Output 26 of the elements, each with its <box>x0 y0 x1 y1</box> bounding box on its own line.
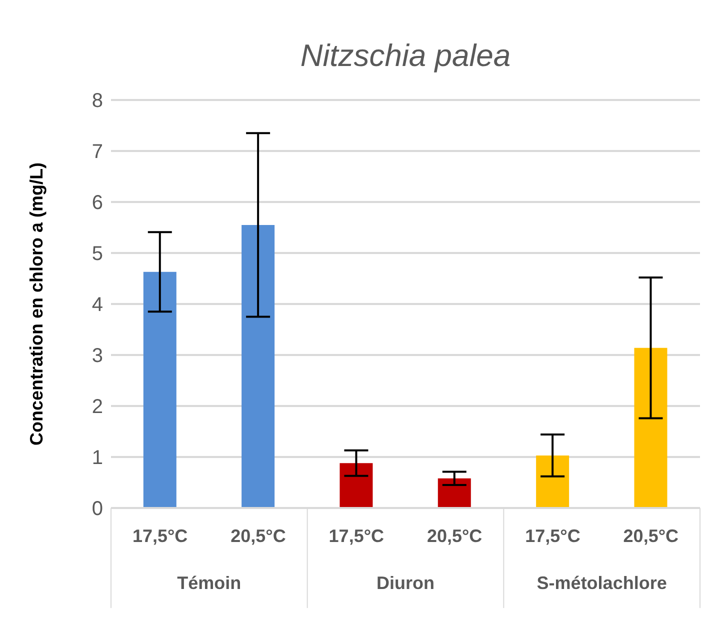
y-tick-label: 0 <box>92 498 103 520</box>
y-tick-label: 6 <box>92 192 103 214</box>
x-tick-label: 17,5°C <box>525 526 580 546</box>
x-tick-label: 20,5°C <box>230 526 286 546</box>
bar <box>634 348 668 508</box>
bar <box>242 224 275 508</box>
bar <box>536 455 570 508</box>
x-tick-label: 20,5°C <box>623 526 679 546</box>
y-tick-label: 5 <box>92 243 103 266</box>
text: Témoin <box>177 573 242 593</box>
y-tick-label: 1 <box>92 447 103 470</box>
y-axis-title: Concentration en chloro a (mg/L) <box>26 162 46 446</box>
y-tick-label: 4 <box>92 294 103 316</box>
bar <box>340 463 373 508</box>
y-tick-label: 3 <box>92 345 103 368</box>
x-tick-label: 17,5°C <box>328 526 384 546</box>
chart-title: Nitzschia palea <box>299 38 512 74</box>
text: S-métolachlore <box>536 573 667 593</box>
x-tick-label: 20,5°C <box>426 526 482 546</box>
bar <box>438 478 471 508</box>
bar <box>143 272 176 508</box>
y-tick-label: 7 <box>92 141 103 164</box>
y-tick-label: 2 <box>92 396 103 418</box>
text: Diuron <box>376 573 434 593</box>
y-tick-label: 8 <box>92 90 103 112</box>
x-tick-label: 17,5°C <box>132 526 188 546</box>
